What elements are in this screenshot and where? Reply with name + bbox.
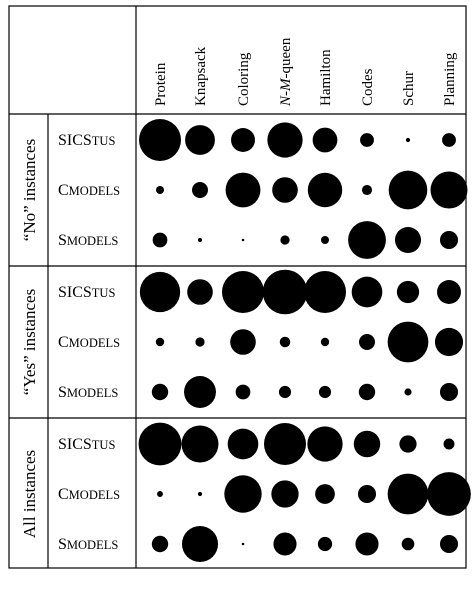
- bubble-cmodels-coloring: [224, 475, 262, 513]
- bubble-smodels-knapsack: [181, 525, 219, 563]
- bubble-smodels-coloring: [241, 542, 245, 546]
- bubble-sicstus-n-m-queen: [267, 122, 303, 158]
- bubble-smodels-hamilton: [321, 236, 329, 244]
- bubble-cmodels-schur: [387, 321, 429, 363]
- bubble-cmodels-knapsack: [197, 491, 203, 497]
- group-label-1: “No” instances: [20, 139, 39, 241]
- bubble-cmodels-coloring: [225, 172, 261, 208]
- system-label-smodels: SMODELS: [58, 384, 118, 401]
- bubble-sicstus-coloring: [227, 428, 259, 460]
- bubble-cmodels-coloring: [230, 329, 256, 355]
- bubble-smodels-schur: [401, 537, 415, 551]
- bubble-cmodels-hamilton: [320, 337, 330, 347]
- bubble-sicstus-planning: [437, 280, 461, 304]
- bubble-sicstus-n-m-queen: [262, 269, 308, 315]
- system-label-cmodels: CMODELS: [58, 486, 120, 503]
- bubble-smodels-codes: [355, 532, 379, 556]
- column-label-knapsack: Knapsack: [193, 46, 209, 106]
- system-label-sicstus: SICSTUS: [58, 436, 115, 453]
- bubble-cmodels-protein: [156, 186, 164, 194]
- bubble-sicstus-schur: [396, 280, 420, 304]
- bubble-cmodels-planning: [434, 327, 464, 357]
- bubble-smodels-hamilton: [318, 385, 332, 399]
- bubble-cmodels-schur: [387, 473, 429, 515]
- bubble-smodels-planning: [439, 382, 459, 402]
- bubble-cmodels-hamilton: [307, 172, 343, 208]
- bubble-smodels-hamilton: [317, 536, 333, 552]
- bubble-smodels-coloring: [241, 238, 245, 242]
- bubble-sicstus-n-m-queen: [264, 423, 306, 465]
- group-label-2: “Yes” instances: [20, 289, 39, 395]
- column-label-n-m-queen: N-M-queen: [278, 37, 294, 107]
- bubble-cmodels-n-m-queen: [271, 480, 299, 508]
- bubble-sicstus-schur: [399, 435, 417, 453]
- bubble-cmodels-hamilton: [315, 484, 335, 504]
- bubble-smodels-schur: [404, 388, 412, 396]
- bubble-cmodels-knapsack: [192, 182, 208, 198]
- bubble-smodels-n-m-queen: [280, 235, 290, 245]
- bubble-sicstus-planning: [443, 438, 455, 450]
- system-label-cmodels: CMODELS: [58, 182, 120, 199]
- bubble-smodels-coloring: [235, 384, 251, 400]
- bubble-smodels-protein: [151, 535, 169, 553]
- bubble-sicstus-coloring: [222, 271, 264, 313]
- bubble-cmodels-planning: [430, 171, 468, 209]
- column-label-coloring: Coloring: [236, 52, 252, 106]
- bubble-sicstus-hamilton: [304, 271, 346, 313]
- bubble-sicstus-planning: [442, 133, 456, 147]
- column-label-schur: Schur: [401, 71, 417, 106]
- bubble-cmodels-codes: [357, 484, 377, 504]
- group-label-3: All instances: [20, 450, 39, 538]
- bubble-cmodels-codes: [361, 184, 373, 196]
- bubble-smodels-knapsack: [197, 237, 203, 243]
- bubble-cmodels-protein: [155, 337, 165, 347]
- bubble-smodels-protein: [151, 383, 169, 401]
- bubble-smodels-planning: [439, 230, 459, 250]
- system-label-smodels: SMODELS: [58, 232, 118, 249]
- bubble-cmodels-planning: [427, 472, 471, 516]
- bubble-sicstus-protein: [139, 271, 181, 313]
- table-frame: [8, 5, 467, 569]
- bubble-sicstus-knapsack: [187, 279, 213, 305]
- bubble-cmodels-schur: [388, 170, 428, 210]
- bubble-sicstus-hamilton: [312, 127, 338, 153]
- bubble-sicstus-codes: [353, 430, 381, 458]
- column-label-codes: Codes: [360, 68, 376, 106]
- bubble-cmodels-knapsack: [195, 337, 205, 347]
- bubble-cmodels-codes: [359, 334, 375, 350]
- bubble-sicstus-coloring: [231, 128, 255, 152]
- column-label-hamilton: Hamilton: [318, 49, 334, 106]
- bubble-cmodels-n-m-queen: [272, 177, 298, 203]
- bubble-smodels-n-m-queen: [278, 385, 292, 399]
- bubble-smodels-planning: [439, 534, 459, 554]
- bubble-smodels-n-m-queen: [273, 532, 297, 556]
- bubble-sicstus-knapsack: [185, 125, 215, 155]
- system-label-cmodels: CMODELS: [58, 334, 120, 351]
- bubble-sicstus-hamilton: [307, 426, 343, 462]
- bubble-smodels-protein: [152, 232, 168, 248]
- bubble-smodels-codes: [348, 221, 386, 259]
- system-label-sicstus: SICSTUS: [58, 132, 115, 149]
- bubble-smodels-codes: [358, 383, 376, 401]
- column-label-protein: Protein: [153, 62, 169, 106]
- bubble-sicstus-protein: [139, 119, 181, 161]
- bubble-smodels-knapsack: [184, 376, 216, 408]
- bubble-sicstus-knapsack: [181, 425, 219, 463]
- bubble-sicstus-codes: [351, 276, 383, 308]
- bubble-sicstus-protein: [138, 422, 182, 466]
- bubble-sicstus-schur: [405, 137, 411, 143]
- system-label-sicstus: SICSTUS: [58, 284, 115, 301]
- bubble-cmodels-n-m-queen: [279, 336, 291, 348]
- column-label-planning: Planning: [442, 52, 458, 106]
- bubble-smodels-schur: [394, 226, 422, 254]
- system-label-smodels: SMODELS: [58, 536, 118, 553]
- bubble-sicstus-codes: [360, 133, 374, 147]
- bubble-cmodels-protein: [157, 491, 163, 497]
